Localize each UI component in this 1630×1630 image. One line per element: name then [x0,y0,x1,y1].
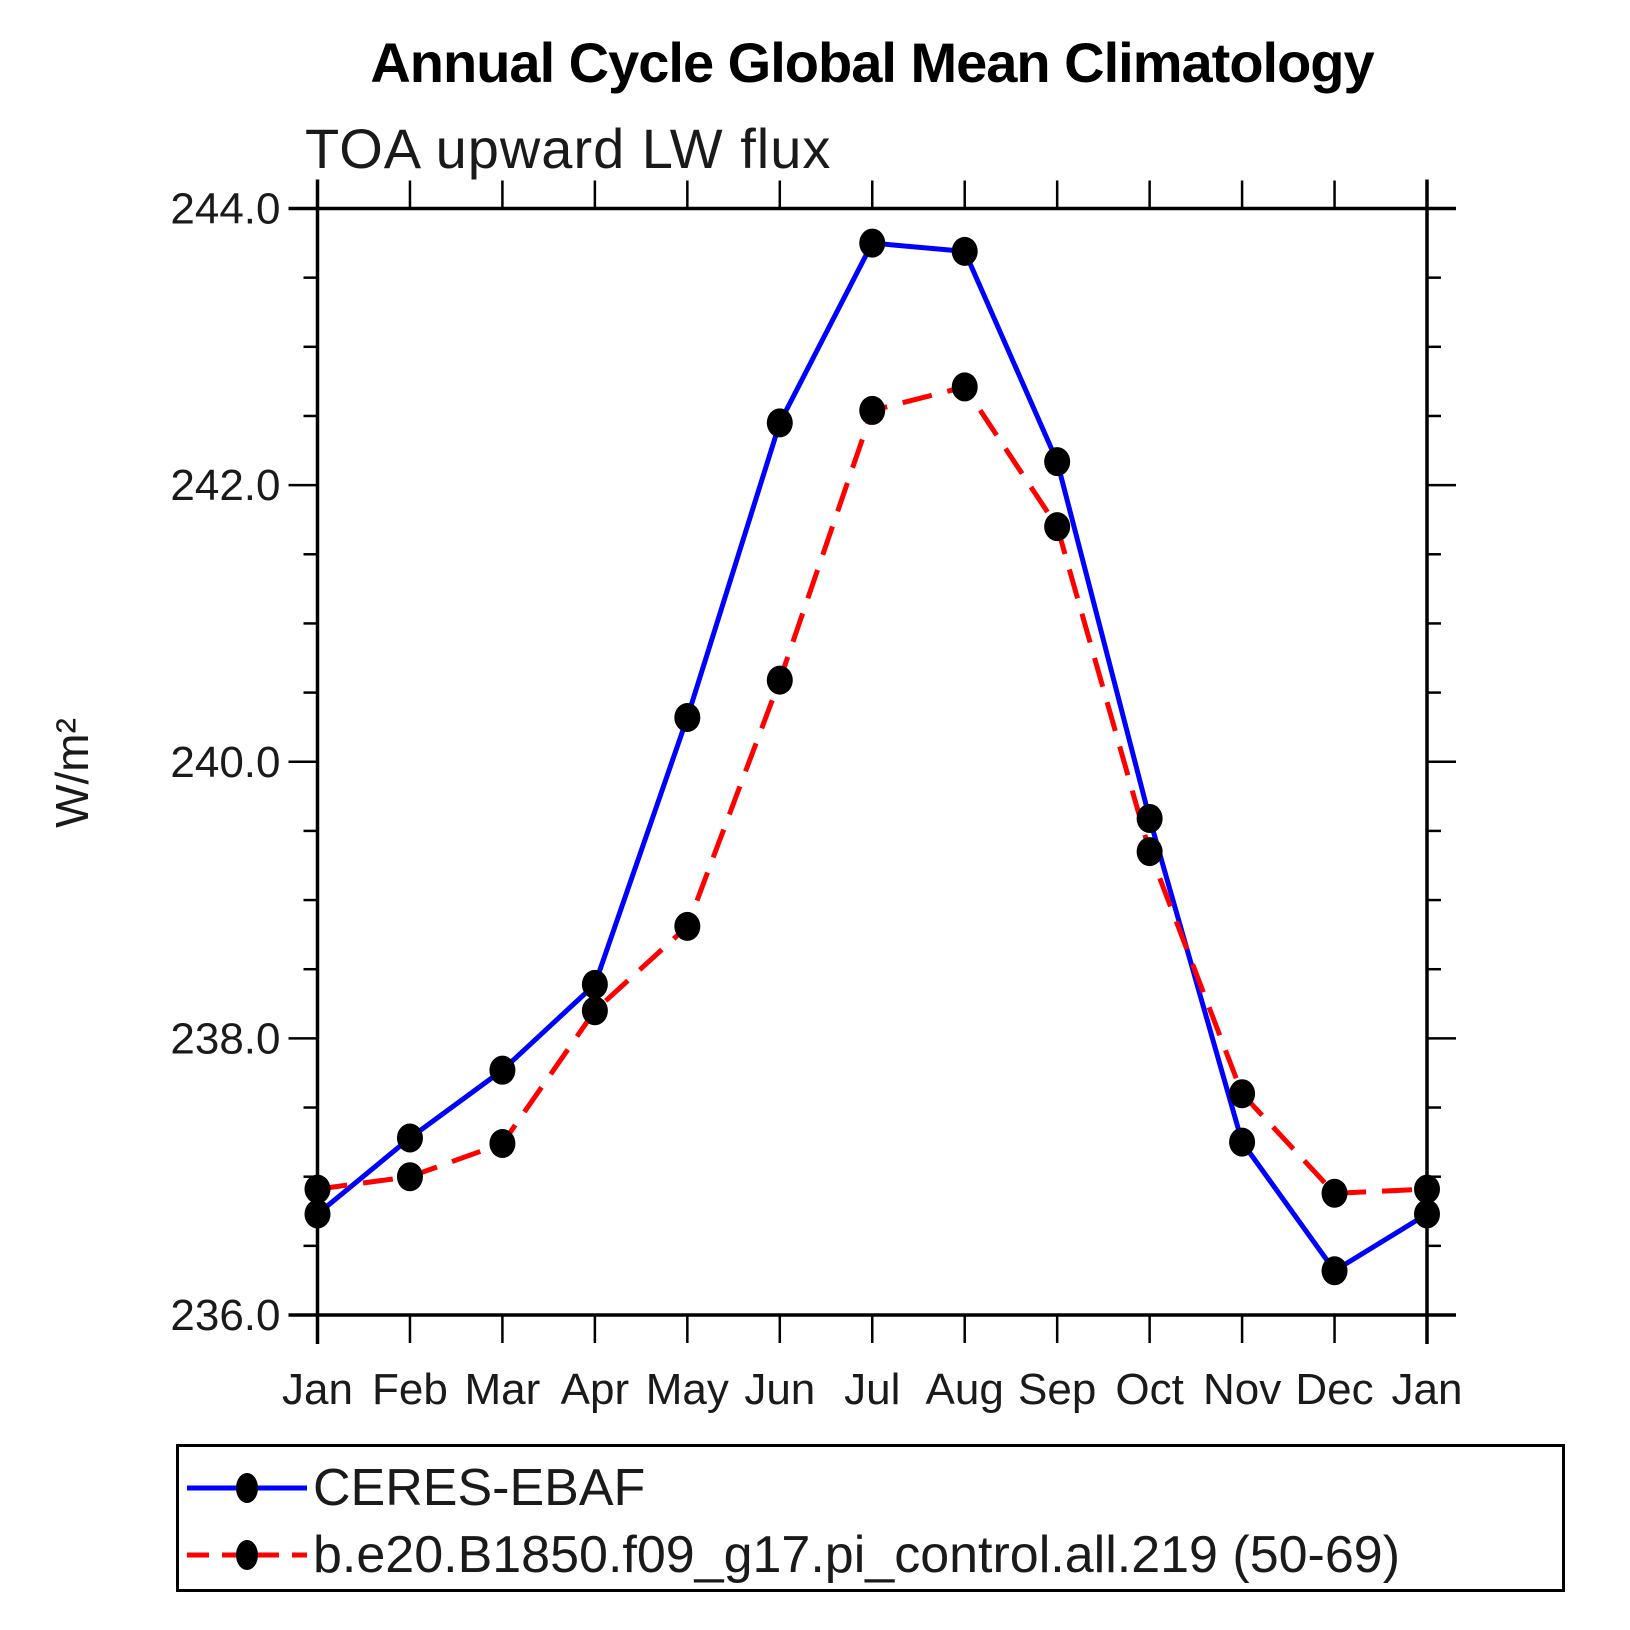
data-point-marker [1044,447,1071,477]
data-point-marker [1321,1256,1348,1286]
legend-item-observations: CERES-EBAF [183,1459,645,1517]
y-tick-label: 238.0 [170,1014,280,1063]
x-tick-label: Nov [1203,1365,1281,1414]
data-point-marker [766,408,793,438]
data-point-marker [859,395,886,425]
chart-title: Annual Cycle Global Mean Climatology [370,31,1374,94]
data-point-marker [1414,1174,1440,1204]
x-tick-label: Oct [1115,1365,1183,1414]
data-point-marker [766,665,793,695]
x-tick-label: Jan [282,1365,353,1414]
data-point-marker [859,228,886,258]
data-point-marker [1321,1178,1348,1208]
data-point-marker [1229,1127,1256,1157]
y-tick-label: 236.0 [170,1291,280,1340]
x-tick-label: Jan [1392,1365,1463,1414]
data-point-marker [951,236,978,266]
x-tick-label: Mar [465,1365,541,1414]
y-tick-label: 244.0 [170,185,280,234]
data-point-marker [674,702,701,732]
data-point-marker [581,969,608,999]
data-point-marker [489,1055,516,1085]
data-point-marker [1044,512,1071,542]
x-tick-label: Feb [372,1365,448,1414]
x-tick-label: Sep [1018,1365,1096,1414]
data-point-marker [304,1174,331,1204]
data-point-marker [304,1199,331,1229]
legend-label-model: b.e20.B1850.f09_g17.pi_control.all.219 (… [313,1526,1401,1584]
x-tick-label: May [646,1365,729,1414]
data-point-marker [1414,1199,1440,1229]
legend-item-model: b.e20.B1850.f09_g17.pi_control.all.219 (… [183,1526,1400,1584]
legend-label-observations: CERES-EBAF [313,1459,646,1517]
data-point-marker [396,1123,423,1153]
data-point-marker [674,911,701,941]
x-tick-label: Dec [1295,1365,1373,1414]
y-tick-label: 242.0 [170,461,280,510]
x-tick-label: Jul [844,1365,900,1414]
x-tick-label: Aug [926,1365,1004,1414]
series-line-1 [317,384,1428,1196]
data-point-marker [1136,803,1163,833]
legend: CERES-EBAF b.e20.B1850.f09_g17.pi_contro… [176,1444,1565,1592]
legend-line-sample-solid [187,1473,307,1503]
legend-line-sample-dashed [187,1540,307,1570]
data-point-marker [396,1162,423,1192]
chart-subtitle: TOA upward LW flux [305,117,832,180]
legend-marker-dot [236,1473,258,1503]
data-point-marker [581,996,608,1026]
x-tick-label: Jun [744,1365,815,1414]
y-tick-label: 240.0 [170,738,280,787]
data-point-marker [1136,837,1163,867]
data-point-marker [951,372,978,402]
legend-marker-dot [236,1540,258,1570]
x-tick-label: Apr [561,1365,629,1414]
data-point-marker [1229,1079,1256,1109]
data-point-marker [489,1128,516,1158]
